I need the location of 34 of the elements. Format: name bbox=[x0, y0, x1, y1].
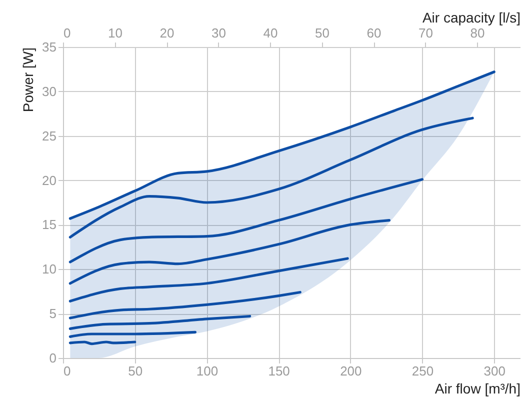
x-tick-label: 200 bbox=[340, 364, 362, 378]
x-tick-label: 100 bbox=[196, 364, 218, 378]
x2-tick-label: 70 bbox=[418, 26, 434, 40]
x-tick-label: 50 bbox=[128, 364, 143, 378]
x-tick-label: 300 bbox=[484, 364, 506, 378]
x2-tick-label: 20 bbox=[160, 26, 174, 40]
line-series bbox=[68, 290, 302, 320]
y-tick-label: 15 bbox=[42, 217, 56, 232]
line-series bbox=[68, 314, 252, 330]
x2-tick-label: 60 bbox=[366, 26, 382, 40]
x-tick-label: 150 bbox=[268, 364, 290, 378]
y-tick-label: 5 bbox=[49, 306, 56, 322]
x2-tick-label: 80 bbox=[470, 26, 485, 40]
y-axis-title: Power [W] bbox=[20, 48, 36, 112]
x2-tick-label: 40 bbox=[263, 26, 278, 40]
line-series bbox=[68, 218, 391, 285]
y-tick-label: 35 bbox=[42, 40, 56, 54]
x2-tick-label: 30 bbox=[212, 26, 226, 40]
x2-tick-label: 50 bbox=[315, 26, 330, 40]
line-series bbox=[68, 116, 474, 238]
x-tick-label: 250 bbox=[412, 364, 434, 378]
x2-tick-label: 10 bbox=[108, 26, 122, 40]
line-series bbox=[68, 70, 496, 220]
line-series bbox=[68, 178, 424, 264]
y-tick-label: 25 bbox=[42, 128, 56, 144]
line-series bbox=[68, 257, 349, 302]
y-tick-label: 0 bbox=[49, 350, 56, 366]
x2-axis-title: Air capacity [l/s] bbox=[422, 10, 520, 26]
y-tick-label: 20 bbox=[42, 172, 56, 188]
y-tick-label: 30 bbox=[42, 84, 56, 99]
x2-tick-label: 0 bbox=[64, 26, 71, 40]
y-tick-label: 10 bbox=[42, 262, 56, 277]
x-axis-title: Air flow [m³/h] bbox=[434, 380, 520, 396]
x-tick-label: 0 bbox=[64, 364, 71, 378]
